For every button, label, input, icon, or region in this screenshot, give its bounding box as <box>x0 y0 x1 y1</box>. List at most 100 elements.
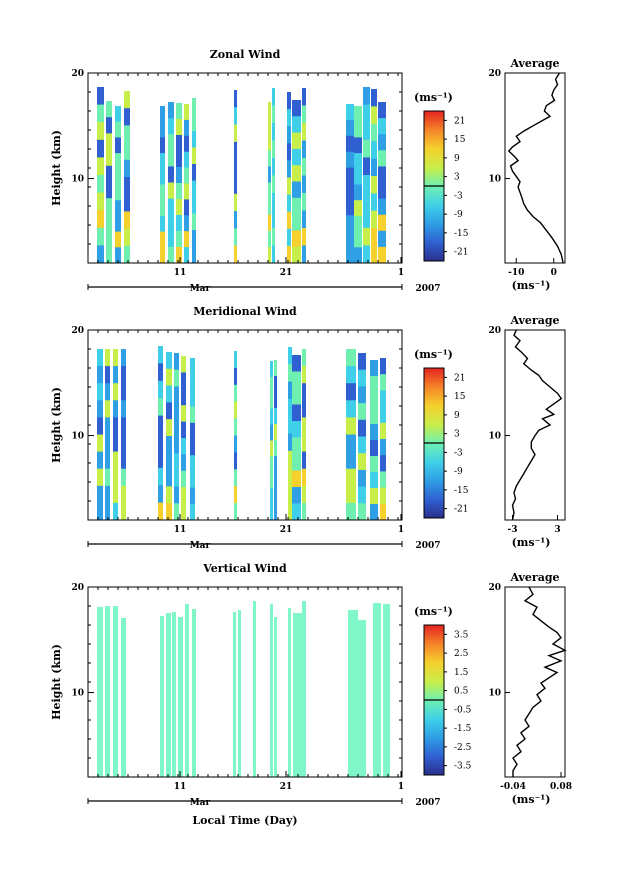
data-cell <box>383 604 390 778</box>
data-cell <box>302 451 306 470</box>
data-cell <box>274 617 277 778</box>
data-cell <box>160 231 165 248</box>
colorbar-tick-label: 9 <box>454 154 460 164</box>
colorbar-tick-label: 21 <box>454 116 465 126</box>
data-cell <box>302 140 306 159</box>
data-cell <box>166 486 172 504</box>
data-cell <box>113 485 118 504</box>
data-cell <box>371 141 377 160</box>
data-cell <box>105 383 110 401</box>
data-cell <box>363 87 370 106</box>
data-cell <box>106 182 112 199</box>
data-cell <box>288 364 292 383</box>
data-cell <box>346 383 356 401</box>
y-tick-label: 10 <box>71 175 84 185</box>
data-cell <box>174 469 179 488</box>
data-cell <box>292 246 301 264</box>
colorbar-tick-label: 3 <box>454 173 460 183</box>
data-cell <box>346 231 354 248</box>
average-title: Average <box>509 57 559 70</box>
data-cell <box>288 485 292 504</box>
average-x-unit: (ms⁻¹) <box>512 536 551 549</box>
data-cell <box>302 210 306 229</box>
data-cell <box>166 402 172 420</box>
data-cell <box>358 453 366 471</box>
data-cell <box>292 454 301 471</box>
data-cell <box>363 192 370 211</box>
data-cell <box>233 612 236 778</box>
data-cell <box>174 453 179 471</box>
data-cell <box>176 215 182 232</box>
heatmap-plot <box>87 586 403 778</box>
data-cell <box>288 502 292 521</box>
data-cell <box>378 182 386 200</box>
data-cell <box>192 147 196 165</box>
data-cell <box>184 247 189 264</box>
colorbar-tick-label: -3 <box>454 448 463 458</box>
data-cell <box>113 349 118 367</box>
data-cell <box>106 133 112 151</box>
data-cell <box>302 383 306 401</box>
data-cell <box>160 200 165 217</box>
data-cell <box>121 400 126 418</box>
data-cell <box>272 210 275 229</box>
data-cell <box>181 405 186 423</box>
colorbar-tick-label: 2.5 <box>454 649 469 659</box>
panel-1: Zonal Wind 20 10 Height (km) 11 21 1 Mar 2007 (ms… <box>50 48 566 294</box>
data-cell <box>370 472 378 489</box>
average-x-label: 0.08 <box>550 782 572 792</box>
data-cell <box>274 472 277 489</box>
data-cell <box>287 194 291 213</box>
data-cell <box>234 418 237 436</box>
data-cell <box>378 246 386 264</box>
data-cell <box>272 193 275 211</box>
data-cell <box>302 228 306 246</box>
average-y-label: 10 <box>488 689 501 699</box>
data-cell <box>287 92 291 110</box>
data-cell <box>113 606 118 778</box>
data-cell <box>176 119 182 136</box>
data-cell <box>192 197 196 214</box>
data-cell <box>371 158 377 177</box>
data-cell <box>192 114 196 132</box>
data-cell <box>371 193 377 212</box>
data-cell <box>371 89 377 107</box>
data-cell <box>97 400 103 418</box>
colorbar-tick-label: 15 <box>454 135 466 145</box>
data-cell <box>371 228 377 247</box>
data-cell <box>158 398 163 417</box>
data-cell <box>176 199 182 216</box>
data-cell <box>272 140 275 159</box>
colorbar-tick-label: -21 <box>454 505 469 515</box>
average-x-label: 0 <box>551 268 557 278</box>
data-cell <box>174 386 179 404</box>
y-axis-label: Height (km) <box>50 130 63 206</box>
data-cell <box>363 175 370 194</box>
data-cell <box>113 400 118 418</box>
year-label: 2007 <box>415 284 440 294</box>
data-cell <box>380 487 386 505</box>
colorbar-tick-label: -15 <box>454 486 469 496</box>
data-cell <box>115 247 121 264</box>
data-cell <box>184 183 189 200</box>
data-cell <box>115 200 121 217</box>
data-cell <box>268 246 271 264</box>
average-x-label: -0.04 <box>500 782 526 792</box>
data-cell <box>380 358 386 375</box>
data-cell <box>288 416 292 434</box>
data-cell <box>124 228 130 247</box>
data-cell <box>192 609 196 778</box>
x-tick-label: 11 <box>174 525 187 535</box>
data-cell <box>115 168 121 185</box>
heatmap-plot <box>87 72 403 264</box>
data-cell <box>190 390 195 408</box>
data-cell <box>292 503 301 521</box>
data-cell <box>172 612 176 778</box>
data-cell <box>272 88 275 106</box>
data-cell <box>166 503 172 521</box>
data-cell <box>158 380 163 399</box>
data-cell <box>106 230 112 248</box>
data-cell <box>380 422 386 440</box>
data-cell <box>184 151 189 169</box>
data-cell <box>358 369 366 387</box>
